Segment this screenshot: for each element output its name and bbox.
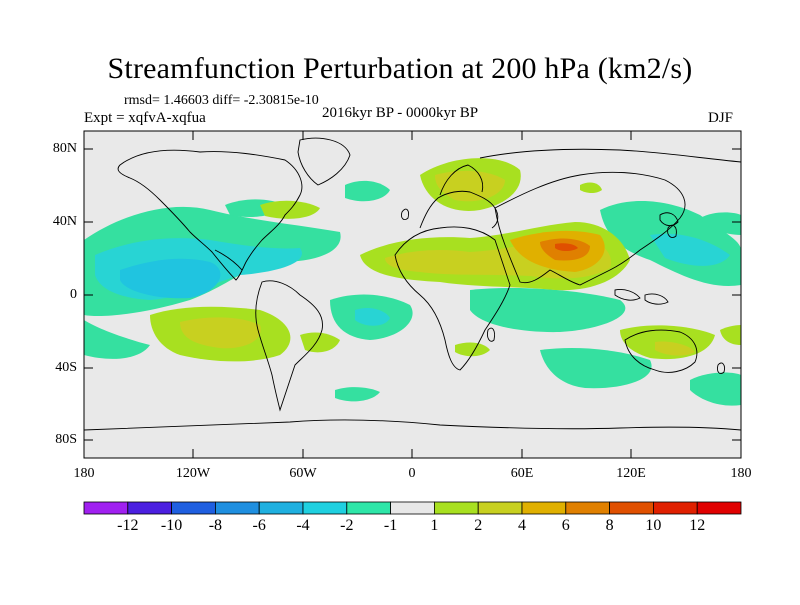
colorbar-swatch xyxy=(653,501,698,515)
colorbar-swatch xyxy=(433,501,479,515)
colorbar-label: -8 xyxy=(208,517,223,534)
lon-label-180w: 180 xyxy=(73,466,95,481)
experiment-label: Expt = xqfvA-xqfua xyxy=(84,110,206,126)
colorbar-label: -12 xyxy=(117,517,139,534)
colorbar-swatch xyxy=(83,501,129,515)
colorbar-swatch xyxy=(258,501,304,515)
colorbar-swatch xyxy=(127,501,173,515)
lon-label-120w: 120W xyxy=(175,466,211,481)
colorbar-swatch xyxy=(565,501,610,515)
lat-label-0: 0 xyxy=(70,287,77,302)
lon-label-120e: 120E xyxy=(616,466,646,481)
colorbar-swatch xyxy=(346,501,391,515)
colorbar-label: 4 xyxy=(518,517,526,534)
lat-label-80n: 80N xyxy=(52,141,77,156)
lat-ticks xyxy=(84,148,741,441)
lat-label-40s: 40S xyxy=(55,360,77,375)
colorbar xyxy=(83,501,742,515)
coastlines xyxy=(84,137,741,431)
colorbar-swatch xyxy=(609,501,654,515)
lon-label-60e: 60E xyxy=(510,466,534,481)
colorbar-swatch xyxy=(521,501,567,515)
lon-label-60w: 60W xyxy=(289,466,317,481)
lon-ticks xyxy=(83,131,742,458)
season-label: DJF xyxy=(708,110,734,126)
colorbar-label: -4 xyxy=(296,517,310,534)
colorbar-label: 10 xyxy=(645,517,662,534)
colorbar-swatch xyxy=(696,501,742,515)
map-title: Streamfunction Perturbation at 200 hPa (… xyxy=(107,52,693,85)
colorbar-label: 8 xyxy=(605,517,614,534)
colorbar-label: 1 xyxy=(430,517,439,534)
contour-fill xyxy=(84,158,741,406)
colorbar-swatch xyxy=(171,501,216,515)
lon-label-180e: 180 xyxy=(730,466,752,481)
colorbar-swatch xyxy=(214,501,260,515)
lat-label-80s: 80S xyxy=(55,432,77,447)
lon-label-0: 0 xyxy=(408,466,416,481)
colorbar-swatch xyxy=(302,501,348,515)
colorbar-label: -1 xyxy=(383,517,398,534)
period-label: 2016kyr BP - 0000kyr BP xyxy=(322,105,479,121)
stats-text: rmsd= 1.46603 diff= -2.30815e-10 xyxy=(124,93,319,108)
colorbar-label: -6 xyxy=(252,517,266,534)
colorbar-swatch xyxy=(390,501,435,515)
colorbar-swatch xyxy=(477,501,523,515)
colorbar-label: 2 xyxy=(474,517,483,534)
colorbar-label: -10 xyxy=(160,517,183,534)
lat-label-40n: 40N xyxy=(52,214,77,229)
colorbar-label: 12 xyxy=(689,517,706,534)
colorbar-label: -2 xyxy=(340,517,354,534)
colorbar-label: 6 xyxy=(561,517,570,534)
